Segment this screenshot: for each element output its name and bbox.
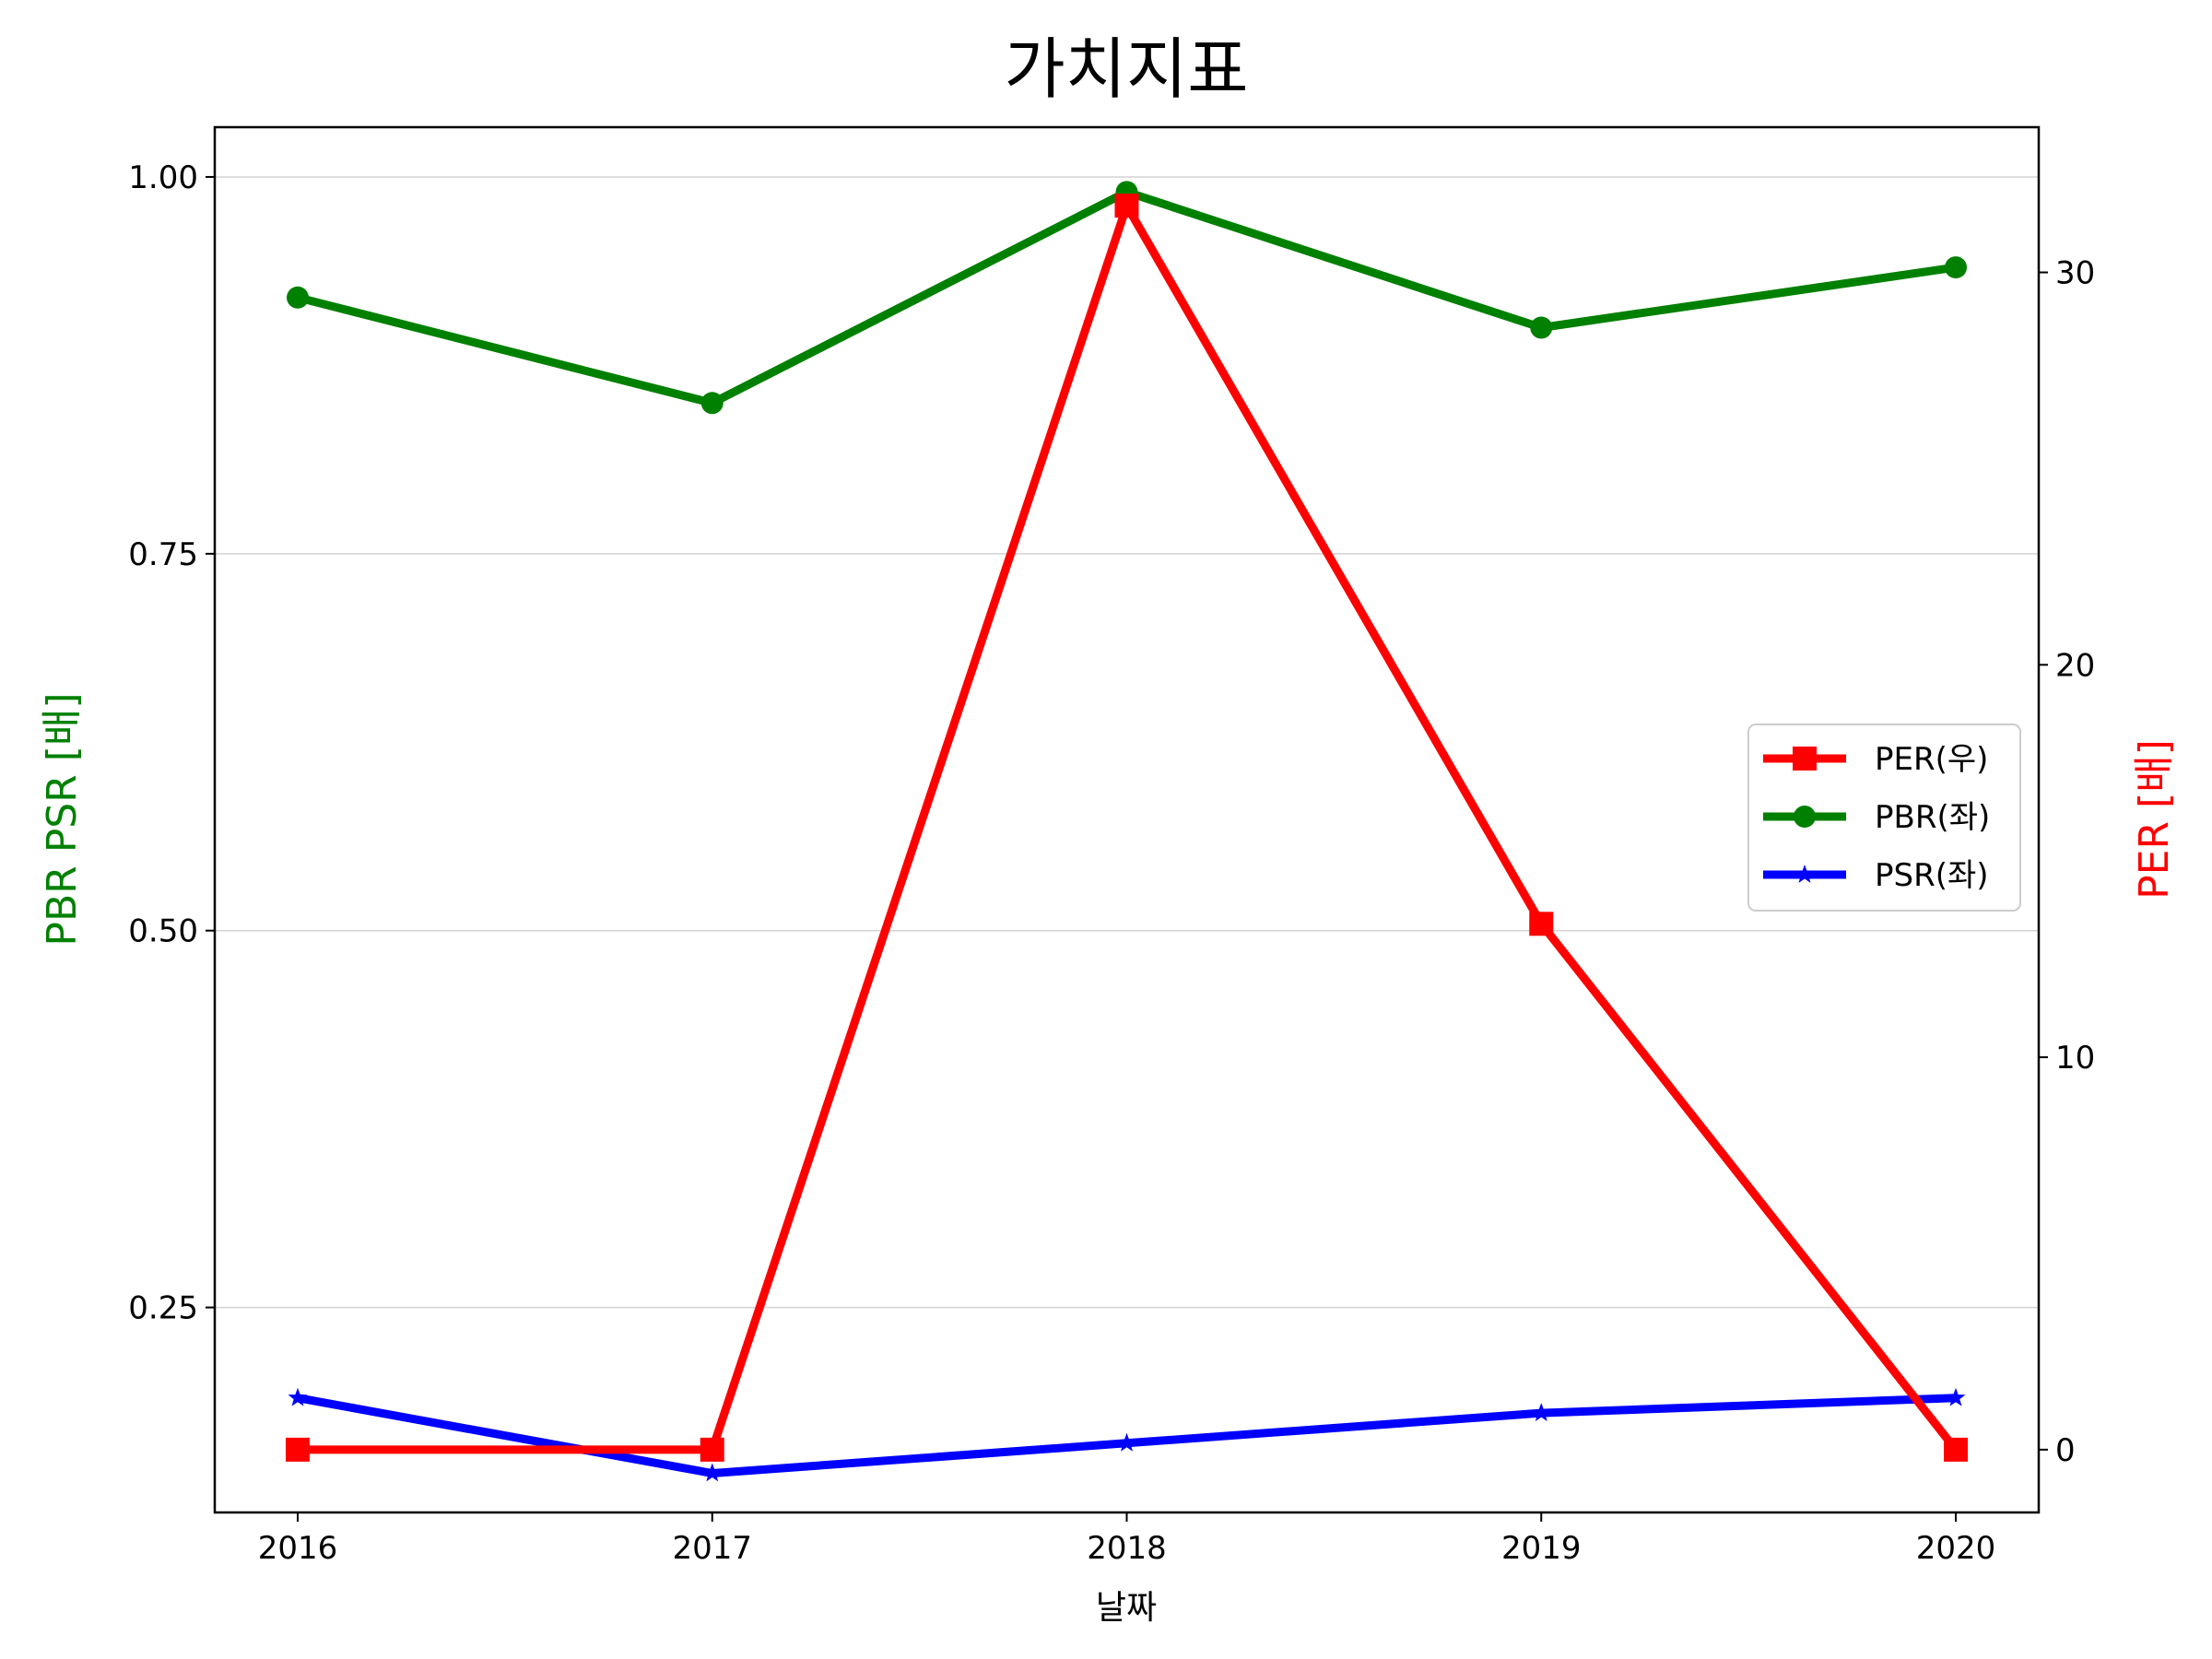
left-y-axis-label: PBR PSR [배]: [39, 692, 86, 946]
legend-item-psr: PSR(좌): [1763, 857, 1989, 894]
right-y-axis-label: PER [배]: [2131, 739, 2178, 900]
data-point-per: [1529, 912, 1554, 936]
data-point-pbr: [287, 286, 309, 309]
right-tick-label: 0: [2055, 1432, 2076, 1469]
data-point-psr: [1117, 1432, 1136, 1452]
x-tick-label: 2020: [1916, 1530, 1996, 1567]
legend-box: [1747, 724, 2021, 912]
data-point-pbr: [1945, 256, 1967, 279]
data-point-psr: [1946, 1387, 1966, 1406]
data-point-psr: [702, 1463, 723, 1482]
legend-label: PBR(좌): [1875, 799, 1990, 836]
legend-label: PSR(좌): [1875, 857, 1989, 894]
chart-title: 가치지표: [1005, 30, 1249, 108]
legend-marker: [1794, 865, 1815, 883]
data-point-per: [286, 1437, 310, 1462]
left-tick-label: 1.00: [128, 159, 198, 196]
data-point-pbr: [1530, 316, 1553, 339]
x-tick-label: 2018: [1087, 1530, 1167, 1567]
data-point-per: [1944, 1437, 1968, 1462]
grid-lines: [215, 176, 2039, 1309]
right-tick-label: 20: [2055, 647, 2095, 684]
x-axis-label: 날짜: [1096, 1589, 1157, 1627]
x-tick-label: 2017: [672, 1530, 752, 1567]
data-point-pbr: [700, 392, 724, 415]
left-y-axis-ticks: 0.25 0.50 0.75 1.00: [128, 159, 215, 1327]
x-tick-label: 2019: [1501, 1530, 1582, 1567]
legend-marker: [1794, 806, 1816, 828]
legend-label: PER(우): [1875, 741, 1988, 778]
left-tick-label: 0.50: [128, 913, 198, 950]
series-per: [286, 194, 1968, 1462]
x-axis-ticks: 2016 2017 2018 2019 2020: [258, 1512, 1996, 1567]
legend-item-per: PER(우): [1763, 741, 1988, 778]
left-tick-label: 0.25: [128, 1290, 198, 1327]
right-y-axis-ticks: 0 10 20 30: [2039, 255, 2095, 1469]
x-tick-label: 2016: [258, 1530, 338, 1567]
right-tick-label: 10: [2055, 1040, 2095, 1077]
left-tick-label: 0.75: [128, 536, 198, 573]
data-point-per: [700, 1437, 724, 1462]
data-point-psr: [1531, 1403, 1551, 1421]
right-tick-label: 30: [2055, 255, 2095, 292]
series-pbr: [287, 181, 1967, 415]
data-point-psr: [288, 1387, 308, 1406]
series-lines: [286, 181, 1968, 1482]
legend-item-pbr: PBR(좌): [1763, 799, 1990, 836]
legend: PER(우) PBR(좌) PSR(좌): [1747, 724, 2021, 912]
data-point-per: [1114, 194, 1139, 218]
legend-marker: [1793, 747, 1817, 771]
